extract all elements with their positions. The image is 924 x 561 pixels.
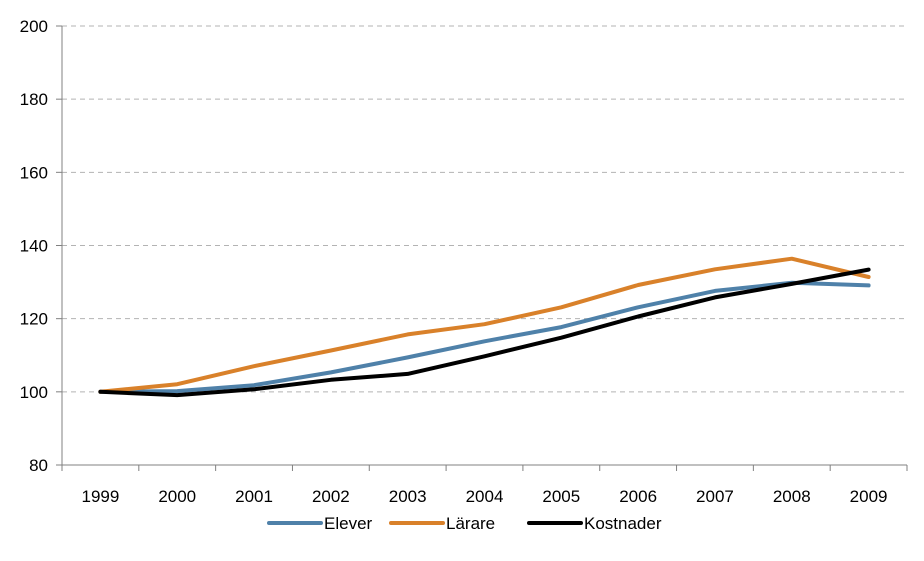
series-line-elever [98,280,871,394]
gridlines [62,25,907,393]
y-tick-labels: 80 100 120 140 160 180 200 [20,17,48,475]
y-tick-label: 100 [20,383,48,402]
x-tick-label: 2005 [542,487,580,506]
legend-item: Kostnader [527,514,662,533]
x-tick-label: 2000 [158,487,196,506]
y-tick-label: 160 [20,163,48,182]
axes [56,25,908,471]
series-line-kostnader [98,267,871,398]
legend-item: Elever [267,514,373,533]
y-tick-label: 200 [20,17,48,36]
x-tick-label: 2006 [619,487,657,506]
x-tick-label: 1999 [81,487,119,506]
series-lines [98,256,871,398]
x-tick-label: 2009 [850,487,888,506]
legend-label: Elever [324,514,373,533]
legend-label: Kostnader [584,514,662,533]
x-tick-label: 2007 [696,487,734,506]
legend: Elever Lärare Kostnader [267,514,662,533]
x-tick-label: 2002 [312,487,350,506]
y-tick-label: 180 [20,90,48,109]
series-line-lärare [98,256,871,394]
x-tick-labels: 1999 2000 2001 2002 2003 2004 2005 2006 2007 2008… [81,487,887,506]
x-tick-label: 2008 [773,487,811,506]
y-tick-label: 120 [20,310,48,329]
legend-item: Lärare [389,514,495,533]
x-tick-label: 2001 [235,487,273,506]
y-tick-label: 80 [29,456,48,475]
x-tick-label: 2003 [389,487,427,506]
y-tick-label: 140 [20,237,48,256]
x-tick-label: 2004 [466,487,504,506]
legend-label: Lärare [446,514,495,533]
